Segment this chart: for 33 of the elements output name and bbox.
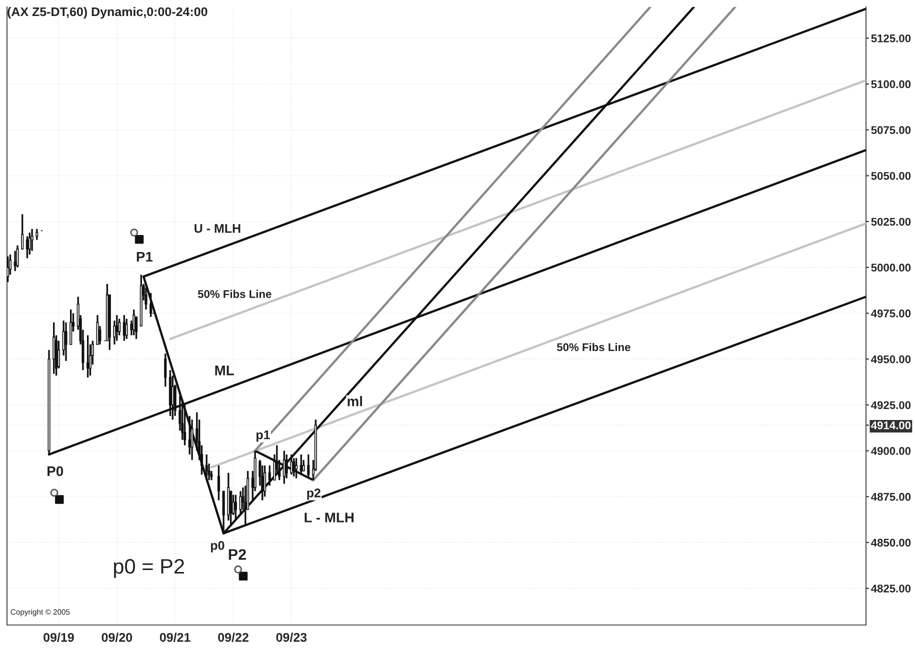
y-tick-label: 4900.00 [871, 447, 911, 455]
annotation: U - MLH [194, 224, 240, 233]
y-tick-label: 5025.00 [871, 218, 911, 226]
annotation: L - MLH [304, 512, 354, 522]
x-tick-label: 09/20 [102, 632, 132, 642]
annotation: 50% Fibs Line [556, 342, 630, 352]
annotation: P2 [228, 549, 246, 560]
x-tick-label: 09/21 [160, 632, 190, 642]
y-tick-label: 5100.00 [871, 80, 911, 88]
y-tick-label: 5125.00 [871, 34, 911, 42]
annotation: P1 [136, 252, 153, 262]
annotation: ML [215, 366, 234, 376]
y-tick-label: 5000.00 [871, 264, 911, 272]
chart-title: (AX Z5-DT,60) Dynamic,0:00-24:00 [8, 7, 208, 19]
y-tick-label: 4825.00 [871, 584, 911, 592]
annotation: 50% Fibs Line [198, 290, 272, 298]
y-tick-label: 4975.00 [871, 310, 911, 318]
annotation: p2 [307, 488, 320, 500]
y-tick-label: 4914.00 [871, 421, 911, 430]
y-tick-label: 4850.00 [871, 538, 911, 547]
x-tick-label: 09/19 [44, 632, 74, 642]
y-tick-label: 4925.00 [871, 401, 911, 410]
annotation: p0 = P2 [114, 558, 184, 578]
y-tick-label: 5075.00 [871, 126, 911, 134]
x-tick-label: 09/22 [218, 632, 248, 642]
x-tick-label: 09/23 [276, 632, 307, 642]
y-tick-label: 4875.00 [871, 492, 911, 501]
annotation: ml [348, 396, 362, 406]
annotation: P0 [48, 466, 64, 476]
annotation: p1 [256, 430, 270, 442]
y-tick-label: 4950.00 [871, 355, 911, 364]
annotation: p0 [210, 541, 224, 552]
y-tick-label: 5050.00 [871, 172, 911, 180]
